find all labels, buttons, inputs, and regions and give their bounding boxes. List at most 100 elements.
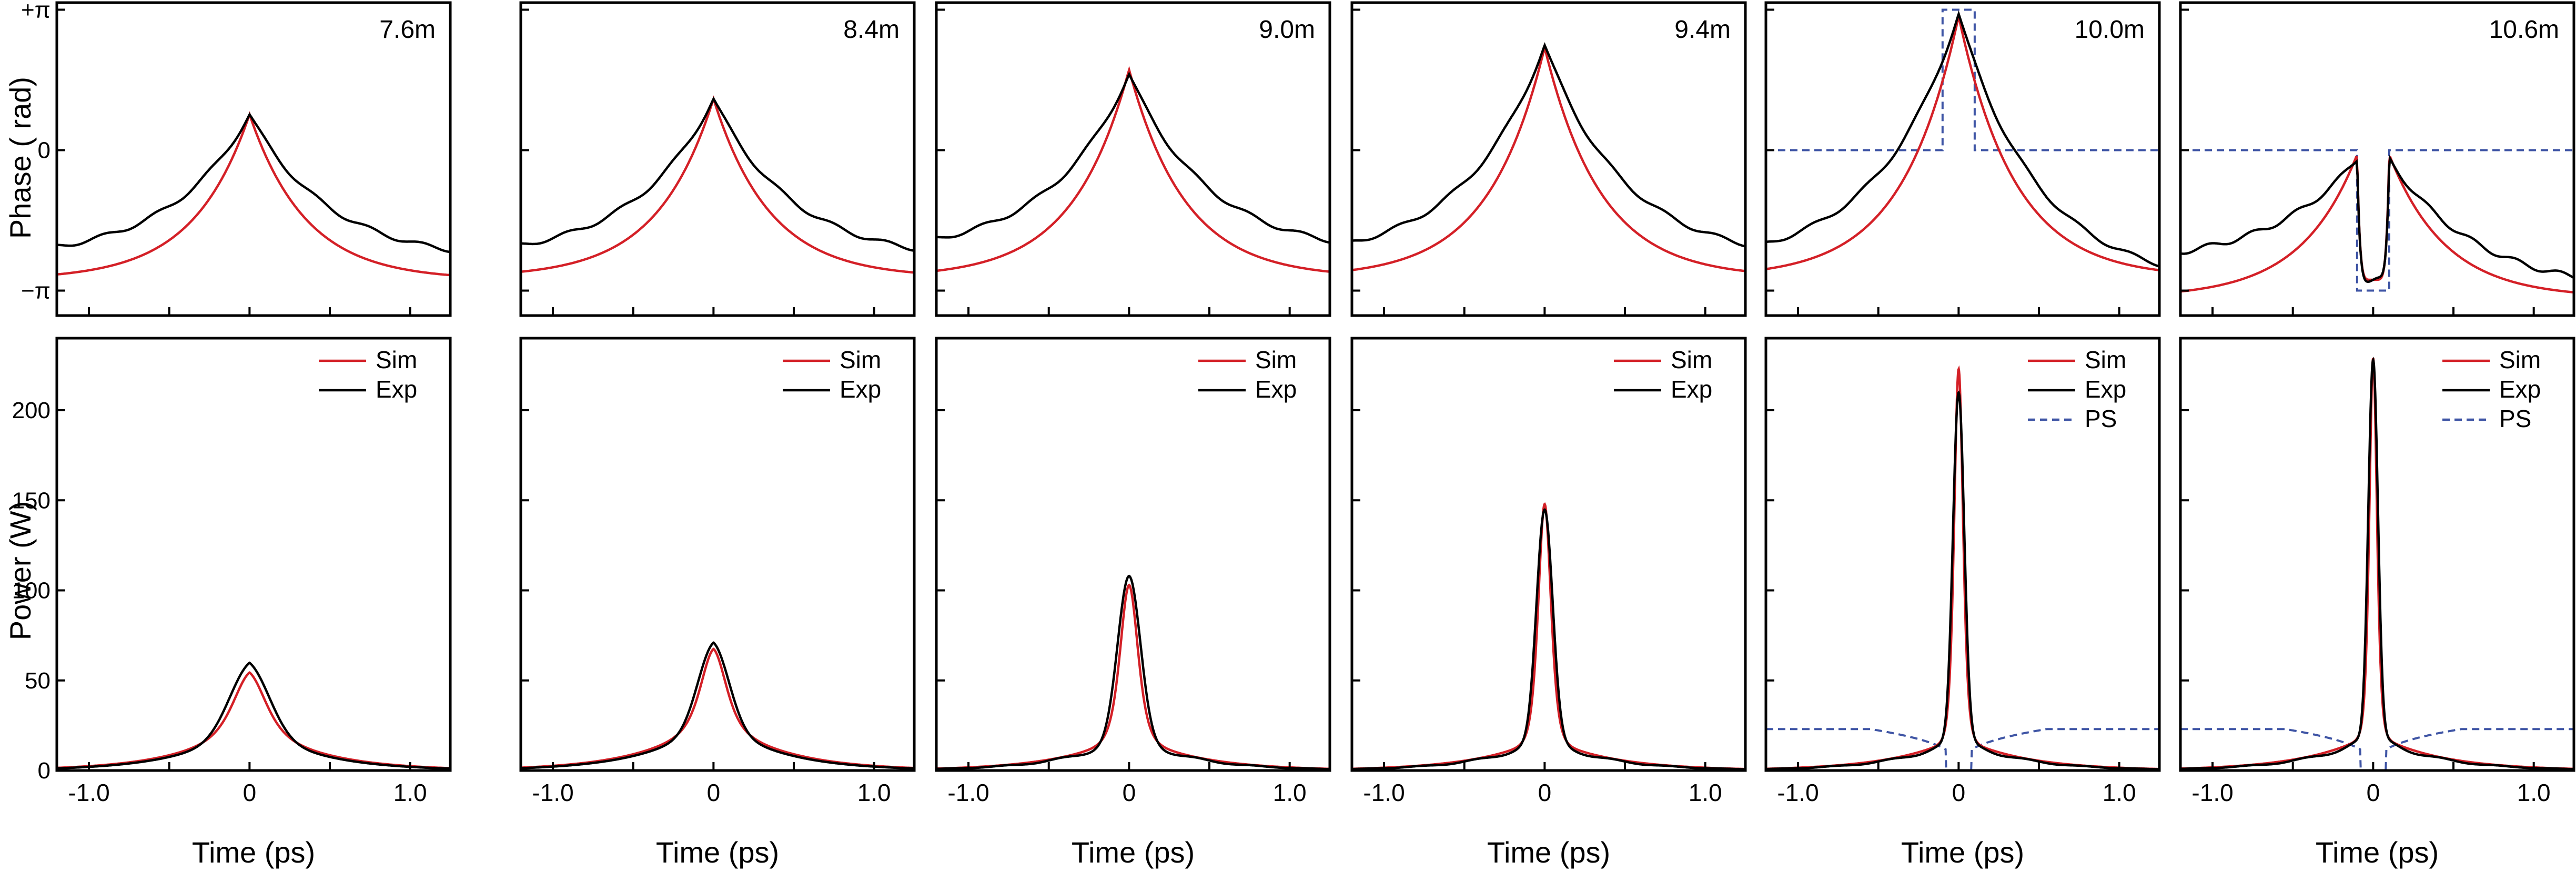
power-frame (2179, 337, 2575, 772)
power-plot (1352, 502, 1745, 770)
xtick-label: 0 (1538, 779, 1552, 806)
distance-label: 7.6m (379, 16, 436, 44)
phase-sim-line (2180, 155, 2574, 294)
phase-plot (57, 111, 450, 277)
power-plot (521, 641, 914, 770)
power-ytick-label: 0 (38, 758, 50, 784)
phase-sim-line (1352, 43, 1745, 272)
panel-grid: +π 0 −π 7.6m 0 50 100 150 200 -1.0 0 1.0 Time (ps) Si… (12, 0, 2575, 869)
legend-exp-label: Exp (376, 376, 417, 403)
phase-plot (936, 66, 1330, 273)
x-axis-label: Time (ps) (1487, 836, 1610, 869)
xtick-label: 1.0 (2517, 779, 2551, 806)
x-axis-label: Time (ps) (656, 836, 779, 869)
power-exp-line (57, 661, 450, 770)
distance-label: 9.0m (1259, 16, 1315, 44)
panel-7.6m: +π 0 −π 7.6m 0 50 100 150 200 -1.0 0 1.0 Time (ps) Si… (12, 0, 452, 869)
panel-8.4m: 8.4m -1.0 0 1.0 Time (ps) Sim Exp (519, 1, 916, 869)
power-ps-line (2180, 728, 2574, 770)
power-ps-line (1766, 728, 2159, 770)
distance-label: 10.6m (2489, 16, 2559, 44)
phase-ytick-label: −π (21, 278, 50, 304)
legend-exp-label: Exp (2085, 376, 2126, 403)
phase-frame (519, 1, 916, 317)
phase-exp-line (2180, 154, 2574, 283)
legend-ps-label: PS (2085, 405, 2117, 432)
legend-exp-label: Exp (1255, 376, 1297, 403)
phase-ps-line (2180, 149, 2574, 292)
phase-frame (935, 1, 1331, 317)
legend-sim-label: Sim (1671, 346, 1712, 373)
power-plot (2180, 357, 2574, 770)
power-frame (1350, 337, 1747, 772)
power-frame (935, 337, 1331, 772)
power-exp-line (2180, 357, 2574, 770)
legend-sim-label: Sim (2499, 346, 2541, 373)
phase-ytick-label: +π (21, 0, 50, 23)
legend-sim-label: Sim (376, 346, 417, 373)
legend-ps-label: PS (2499, 405, 2531, 432)
phase-ps-line (1766, 8, 2159, 151)
phase-exp-line (521, 96, 914, 252)
distance-label: 10.0m (2075, 16, 2145, 44)
xtick-label: 0 (2367, 779, 2380, 806)
phase-exp-line (936, 72, 1330, 244)
xtick-label: 1.0 (857, 779, 891, 806)
xtick-label: -1.0 (532, 779, 573, 806)
xtick-label: -1.0 (68, 779, 109, 806)
xtick-label: -1.0 (2191, 779, 2233, 806)
power-exp-line (1352, 508, 1745, 770)
power-sim-line (936, 583, 1330, 770)
x-axis-label: Time (ps) (2316, 836, 2439, 869)
phase-y-axis-label: Phase ( rad) (4, 77, 37, 239)
power-ytick-label: 150 (12, 488, 50, 513)
xtick-label: 1.0 (1689, 779, 1722, 806)
phase-frame (1350, 1, 1747, 317)
phase-plot (1352, 42, 1745, 272)
xtick-label: -1.0 (947, 779, 989, 806)
phase-sim-line (936, 66, 1330, 273)
power-ytick-label: 200 (12, 398, 50, 423)
x-axis-label: Time (ps) (192, 836, 315, 869)
phase-frame (2179, 1, 2575, 317)
legend-exp-label: Exp (840, 376, 881, 403)
power-exp-line (936, 574, 1330, 770)
phase-plot (521, 95, 914, 274)
power-plot (936, 574, 1330, 770)
phase-exp-line (1766, 10, 2159, 268)
xtick-label: 0 (1123, 779, 1136, 806)
phase-frame (1764, 1, 2161, 317)
xtick-label: 0 (1952, 779, 1966, 806)
power-sim-line (57, 671, 450, 769)
phase-ytick-label: 0 (38, 138, 50, 164)
xtick-label: 1.0 (2103, 779, 2136, 806)
x-axis-label: Time (ps) (1901, 836, 2024, 869)
power-sim-line (521, 647, 914, 769)
distance-label: 9.4m (1674, 16, 1731, 44)
power-exp-line (521, 641, 914, 770)
xtick-label: 0 (707, 779, 721, 806)
power-plot (1766, 365, 2159, 770)
xtick-label: -1.0 (1777, 779, 1819, 806)
panel-9.0m: 9.0m -1.0 0 1.0 Time (ps) Sim Exp (935, 1, 1331, 869)
xtick-label: 0 (243, 779, 257, 806)
power-frame (1764, 337, 2161, 772)
power-frame (55, 337, 452, 772)
legend-sim-label: Sim (1255, 346, 1297, 373)
xtick-label: 1.0 (393, 779, 427, 806)
power-plot (57, 661, 450, 770)
phase-sim-line (521, 95, 914, 274)
power-ytick-label: 100 (12, 578, 50, 604)
legend-exp-label: Exp (1671, 376, 1712, 403)
legend-sim-label: Sim (840, 346, 881, 373)
xtick-label: 1.0 (1273, 779, 1307, 806)
legend-sim-label: Sim (2085, 346, 2126, 373)
power-exp-line (1766, 390, 2159, 770)
phase-exp-line (1352, 42, 1745, 248)
phase-sim-line (57, 111, 450, 277)
phase-frame (55, 1, 452, 317)
phase-sim-line (1766, 16, 2159, 272)
